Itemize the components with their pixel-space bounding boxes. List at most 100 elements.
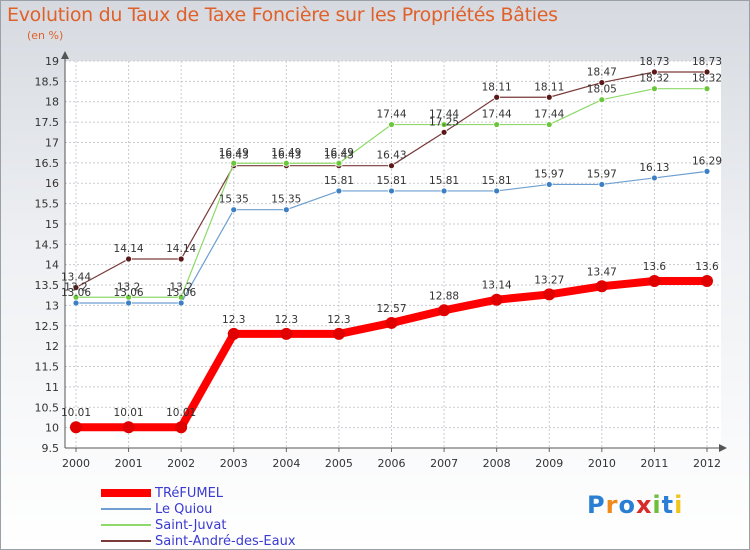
- legend-item: TRéFUMEL: [101, 485, 296, 501]
- y-tick-label: 10.5: [35, 401, 60, 414]
- data-label: 14.14: [114, 243, 144, 255]
- data-point: [175, 421, 188, 434]
- y-tick-label: 18: [45, 96, 59, 109]
- legend-item: Le Quiou: [101, 501, 296, 517]
- data-point: [335, 159, 343, 167]
- x-tick-label: 2000: [62, 457, 90, 470]
- legend-label: TRéFUMEL: [155, 485, 224, 501]
- data-label: 13.2: [117, 281, 140, 293]
- data-point: [230, 159, 238, 167]
- legend-swatch: [101, 540, 151, 542]
- chart-unit: (en %): [27, 29, 64, 42]
- data-label: 13.06: [114, 287, 144, 299]
- data-point: [651, 68, 658, 76]
- data-point: [72, 299, 80, 307]
- data-point: [122, 421, 135, 434]
- data-label: 15.81: [482, 175, 512, 187]
- data-label: 18.11: [482, 81, 512, 93]
- data-point: [438, 304, 451, 317]
- data-label: 12.3: [275, 314, 298, 326]
- legend-item: Saint-Juvat: [101, 517, 296, 533]
- x-tick-label: 2007: [430, 457, 458, 470]
- y-tick-label: 16: [45, 177, 59, 190]
- data-label: 15.35: [271, 194, 301, 206]
- data-point: [177, 299, 185, 307]
- x-tick-label: 2006: [378, 457, 406, 470]
- data-point: [598, 79, 606, 86]
- data-point: [282, 159, 290, 167]
- data-label: 16.13: [639, 162, 669, 174]
- data-label: 16.49: [271, 147, 301, 159]
- data-label: 16.49: [324, 147, 354, 159]
- data-label: 15.97: [534, 168, 564, 180]
- y-tick-label: 13.5: [35, 279, 60, 292]
- data-label: 18.73: [692, 56, 722, 68]
- legend: TRéFUMEL Le Quiou Saint-Juvat Saint-André-d…: [101, 485, 296, 549]
- data-label: 15.81: [429, 175, 459, 187]
- data-point: [545, 93, 553, 101]
- data-label: 13.6: [695, 261, 719, 273]
- data-point: [440, 128, 448, 136]
- data-label: 13.27: [534, 274, 564, 286]
- data-point: [651, 174, 658, 182]
- data-label: 15.81: [324, 175, 354, 187]
- data-label: 15.81: [376, 175, 406, 187]
- data-point: [440, 121, 448, 128]
- chart-title: Evolution du Taux de Taxe Foncière sur l…: [7, 4, 558, 26]
- data-point: [72, 284, 80, 291]
- legend-label: Saint-André-des-Eaux: [155, 533, 296, 549]
- data-label: 16.43: [376, 150, 406, 162]
- data-point: [282, 206, 290, 214]
- data-label: 13.44: [61, 271, 91, 283]
- data-point: [595, 280, 608, 293]
- data-label: 15.35: [219, 194, 249, 206]
- data-label: 12.88: [429, 290, 459, 302]
- data-point: [385, 316, 398, 329]
- y-tick-label: 16.5: [35, 157, 60, 170]
- data-point: [227, 327, 240, 340]
- data-point: [125, 255, 132, 263]
- legend-label: Le Quiou: [155, 501, 213, 517]
- data-point: [388, 162, 395, 170]
- data-point: [543, 288, 556, 301]
- data-label: 17.44: [534, 109, 564, 121]
- data-label: 18.32: [692, 73, 722, 85]
- legend-swatch: [101, 508, 151, 510]
- data-point: [703, 85, 711, 93]
- data-point: [598, 96, 606, 104]
- data-label: 17.25: [429, 116, 459, 128]
- data-point: [493, 93, 501, 101]
- data-label: 16.43: [271, 150, 301, 162]
- data-label: 18.47: [587, 67, 617, 79]
- data-point: [230, 206, 238, 214]
- data-point: [545, 181, 553, 188]
- data-point: [177, 255, 185, 263]
- data-point: [335, 187, 343, 195]
- data-point: [388, 121, 395, 128]
- data-point: [703, 68, 711, 76]
- data-label: 10.01: [166, 407, 196, 419]
- legend-label: Saint-Juvat: [155, 517, 227, 533]
- y-tick-label: 14: [45, 259, 59, 272]
- data-point: [440, 187, 448, 195]
- data-label: 15.97: [587, 168, 617, 180]
- proxiti-logo: Proxiti: [587, 491, 684, 519]
- y-tick-label: 13: [45, 299, 59, 312]
- data-label: 12.3: [222, 314, 245, 326]
- data-label: 13.2: [64, 281, 87, 293]
- data-label: 18.11: [534, 81, 564, 93]
- data-label: 16.43: [219, 150, 249, 162]
- data-label: 10.01: [61, 407, 91, 419]
- data-point: [648, 274, 661, 287]
- data-point: [332, 327, 345, 340]
- data-point: [701, 274, 713, 287]
- legend-item: Saint-André-des-Eaux: [101, 533, 296, 549]
- data-point: [490, 293, 503, 306]
- x-tick-label: 2005: [325, 457, 353, 470]
- y-tick-label: 18.5: [35, 75, 60, 88]
- data-label: 18.73: [639, 56, 669, 68]
- data-label: 13.2: [169, 281, 192, 293]
- data-label: 18.32: [639, 73, 669, 85]
- y-tick-label: 15.5: [35, 198, 60, 211]
- data-label: 17.44: [376, 109, 406, 121]
